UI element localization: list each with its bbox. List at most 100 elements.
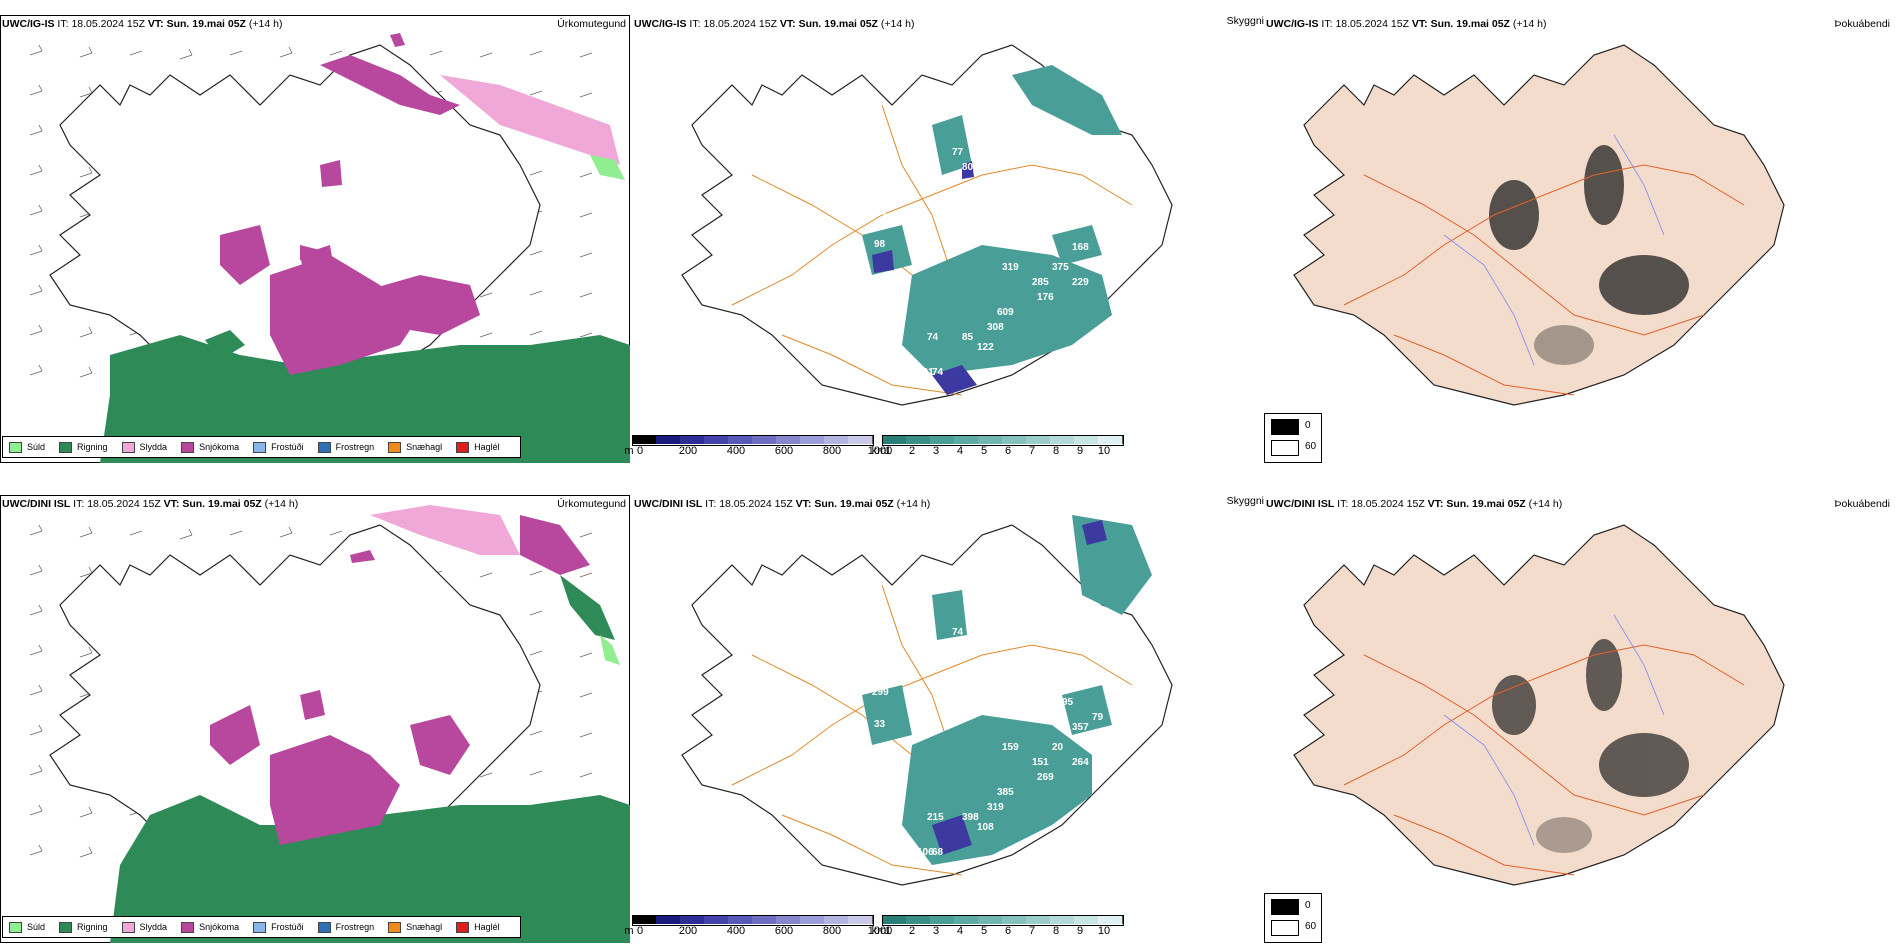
precip-map-2 (29, 505, 630, 943)
legend-item: Snæhagl (388, 921, 443, 933)
legend-label: Rigning (77, 922, 108, 932)
vis-value-label: 385 (997, 787, 1014, 798)
vis-value-label: 176 (1037, 292, 1054, 303)
legend-label: Haglél (474, 922, 500, 932)
vis-labels-2: 74 818 148 324 299 277 290 81 33 210 95 159 357 20151… (842, 617, 1104, 858)
vis-value-label: 20 (1052, 742, 1064, 753)
colorbar-tick: 8 (1052, 445, 1060, 457)
it-label: IT: (1337, 498, 1349, 510)
fog-map-2 (1293, 524, 1785, 886)
legend-label: Snæhagl (406, 442, 443, 452)
legend-label: Snæhagl (406, 922, 443, 932)
colorbar-tick: 800 (822, 445, 842, 457)
fog-key-low-label: 60 (1305, 441, 1317, 452)
vis-value-label: 609 (997, 307, 1014, 318)
colorbar-tick: 400 (726, 445, 746, 457)
vis-value-label: 101 (917, 367, 934, 378)
colorbar-tick: 4 (956, 925, 964, 937)
vis-value-label: 74 (927, 332, 939, 343)
vis-value-label: 210 (912, 725, 929, 736)
legend-item: Frostregn (317, 921, 374, 933)
drizzle-area (590, 155, 625, 180)
fog-key-high-swatch (1271, 899, 1299, 915)
precip-panel-1: UWC/IG-IS IT: 18.05.2024 15Z VT: Sun. 19… (0, 15, 630, 463)
colorbar-tick: 7 (1028, 445, 1036, 457)
vis-tag-2: Skyggni (1226, 495, 1264, 507)
vis-value-label: 33 (874, 719, 886, 730)
fog-key-2: 0 60 (1264, 893, 1322, 943)
legend-swatch (388, 441, 402, 453)
legend-label: Rigning (77, 442, 108, 452)
legend-swatch (9, 441, 22, 453)
vis-value-label: 319 (1002, 262, 1019, 273)
it-value: 18.05.2024 15Z (1335, 18, 1409, 30)
colorbar-frame (882, 435, 1124, 446)
legend-label: Frostúði (271, 442, 304, 452)
precip-header-1: UWC/IG-IS IT: 18.05.2024 15Z VT: Sun. 19… (2, 18, 282, 30)
vis-value-label: 151 (977, 202, 994, 213)
it-label: IT: (689, 18, 701, 30)
legend-item: Súld (9, 921, 45, 933)
legend-label: Haglél (474, 442, 500, 452)
vis-labels-1: 77 244 804 123 232 135 151 11 98 838 98 319 16837528… (842, 137, 1089, 378)
vis-value-label: 98 (874, 239, 886, 250)
colorbar-segment (848, 915, 873, 924)
vis-value-label: 299 (872, 687, 889, 698)
fog-dark-areas (1492, 639, 1689, 853)
colorbar-tick: 2 (908, 925, 916, 937)
legend-label: Slydda (139, 442, 168, 452)
it-label: IT: (73, 498, 85, 510)
model-name: UWC/IG-IS (1266, 18, 1319, 30)
vis-value-label: 11 (842, 239, 853, 250)
vis-value-label: 81 (842, 719, 854, 730)
vis-value-label: 95 (1062, 697, 1074, 708)
it-value: 18.05.2024 15Z (71, 18, 145, 30)
precip-tag-2: Úrkomutegund (557, 498, 626, 510)
vis-value-label: 232 (872, 207, 889, 218)
lead-time: (+14 h) (264, 498, 299, 510)
vis-value-label: 122 (977, 342, 994, 353)
vis-value-label: 285 (1032, 277, 1049, 288)
model-name: UWC/DINI ISL (2, 498, 71, 510)
colorbar-tick: 600 (774, 445, 794, 457)
legend-label: Frostregn (335, 442, 375, 452)
lead-time: (+14 h) (1528, 498, 1563, 510)
vis-value-label: 375 (1052, 262, 1069, 273)
legend-item: Snjókoma (181, 441, 239, 453)
colorbar-tick: 9 (1076, 445, 1084, 457)
legend-item: Rigning (59, 441, 108, 453)
vis-value-label: 148 (962, 642, 979, 653)
colorbar-tick: 5 (980, 445, 988, 457)
legend-item: Haglél (456, 441, 500, 453)
it-value: 18.05.2024 15Z (719, 498, 793, 510)
legend-swatch (59, 441, 73, 453)
fog-tag-2: Þokuábendi (1834, 498, 1890, 510)
legend-item: Frostúði (253, 441, 304, 453)
vt-label: VT: (779, 18, 796, 30)
vt-value: Sun. 19.mai 05Z (1430, 18, 1510, 30)
colorbar-tick: 6 (1004, 925, 1012, 937)
model-name: UWC/DINI ISL (634, 498, 703, 510)
roads (1343, 164, 1745, 396)
model-name: UWC/DINI ISL (1266, 498, 1335, 510)
legend-item: Súld (9, 441, 45, 453)
legend-label: Frostúði (271, 922, 304, 932)
vis-value-label: 74 (932, 367, 944, 378)
vis-value-label: 277 (937, 692, 954, 703)
legend-swatch (317, 441, 331, 453)
legend-swatch (59, 921, 73, 933)
legend-item: Haglél (456, 921, 500, 933)
colorbar-tick: 10 (1097, 445, 1111, 457)
it-label: IT: (1321, 18, 1333, 30)
vis-value-label: 85 (962, 332, 974, 343)
fog-panel-1: UWC/IG-IS IT: 18.05.2024 15Z VT: Sun. 19… (1264, 15, 1894, 463)
snow-areas (210, 515, 590, 845)
colorbar-tick: 600 (774, 925, 794, 937)
vis-value-label: 264 (1072, 757, 1089, 768)
fog-header-2: UWC/DINI ISL IT: 18.05.2024 15Z VT: Sun.… (1266, 498, 1562, 510)
colorbar-tick: 7 (1028, 925, 1036, 937)
vis-value-label: 244 (982, 137, 999, 148)
precip-legend-1: Súld Rigning Slydda Snjókoma Frostúði Frostre… (2, 436, 521, 458)
colorbar-tick: 400 (726, 925, 746, 937)
legend-swatch (388, 921, 402, 933)
